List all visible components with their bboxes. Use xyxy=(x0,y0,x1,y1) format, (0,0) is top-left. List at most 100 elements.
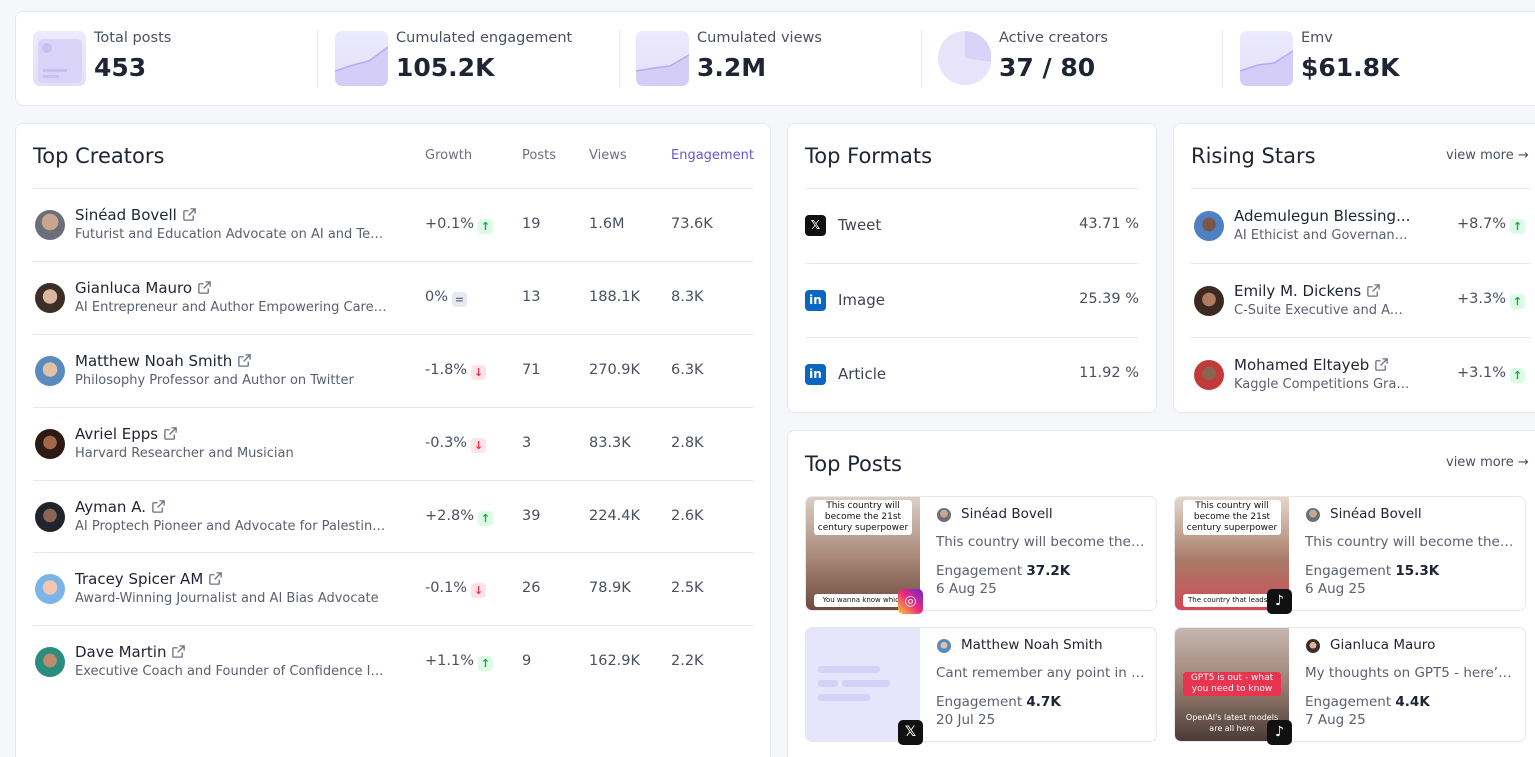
kpi-label: Cumulated views xyxy=(697,30,822,46)
engagement-cell: 6.3K xyxy=(671,362,704,378)
panel-title: Top Posts xyxy=(805,452,902,476)
post-author: Gianluca Mauro xyxy=(1330,637,1436,653)
post-card[interactable]: GPT5 is out - what you need to know Open… xyxy=(1174,627,1526,745)
post-card[interactable]: This country will become the 21st centur… xyxy=(1174,496,1526,614)
growth-value: +3.1% xyxy=(1457,365,1506,381)
table-row[interactable]: Gianluca Mauro AI Entrepreneur and Autho… xyxy=(33,261,753,334)
external-link-icon[interactable] xyxy=(1374,357,1389,372)
growth-cell: 0% = xyxy=(425,289,468,307)
arrow-up-icon: ↑ xyxy=(478,656,493,671)
table-row[interactable]: Matthew Noah Smith Philosophy Professor … xyxy=(33,334,753,407)
table-row[interactable]: Sinéad Bovell Futurist and Education Adv… xyxy=(33,188,753,261)
creator-name-text: Gianluca Mauro xyxy=(75,279,193,297)
external-link-icon[interactable] xyxy=(237,353,252,368)
engagement-cell: 2.6K xyxy=(671,508,704,524)
column-header-posts[interactable]: Posts xyxy=(522,148,556,163)
creator-name[interactable]: Ademulegun Blessing... xyxy=(1234,207,1411,225)
engagement-value: 15.3K xyxy=(1395,563,1440,579)
creator-name[interactable]: Emily M. Dickens xyxy=(1234,282,1381,300)
creator-description: AI Ethicist and Governance Advocate xyxy=(1234,228,1410,243)
avatar xyxy=(1306,639,1320,653)
table-row[interactable]: Ayman A. AI Proptech Pioneer and Advocat… xyxy=(33,480,753,553)
area-chart-icon xyxy=(636,31,689,86)
post-date: 7 Aug 25 xyxy=(1305,712,1366,728)
creator-description: Philosophy Professor and Author on Twitt… xyxy=(75,373,354,388)
list-item[interactable]: Emily M. Dickens C-Suite Executive and A… xyxy=(1191,263,1531,337)
equal-icon: = xyxy=(452,292,468,307)
format-row[interactable]: in Article 11.92 % xyxy=(805,337,1139,412)
table-row[interactable]: Avriel Epps Harvard Researcher and Music… xyxy=(33,407,753,480)
linkedin-icon: in xyxy=(805,290,826,311)
list-item[interactable]: Ademulegun Blessing... AI Ethicist and G… xyxy=(1191,188,1531,262)
creator-description: AI Entrepreneur and Author Empowering Ca… xyxy=(75,300,387,315)
arrow-up-icon: ↑ xyxy=(478,219,493,234)
growth-value: +0.1% xyxy=(425,216,474,232)
posts-icon xyxy=(33,31,86,86)
arrow-down-icon: ↓ xyxy=(471,438,487,453)
engagement-value: 37.2K xyxy=(1026,563,1071,579)
creator-description: C-Suite Executive and Advocate xyxy=(1234,303,1410,318)
creator-name[interactable]: Ayman A. xyxy=(75,498,166,516)
external-link-icon[interactable] xyxy=(197,280,212,295)
thumbnail-caption: You wanna know which xyxy=(814,594,912,607)
arrow-up-icon: ↑ xyxy=(1510,368,1525,383)
format-label: Tweet xyxy=(838,216,882,234)
growth-cell: +2.8% ↑ xyxy=(425,508,493,526)
engagement-label: Engagement xyxy=(936,694,1023,710)
creator-name[interactable]: Dave Martin xyxy=(75,643,186,661)
creator-description: Award-Winning Journalist and AI Bias Adv… xyxy=(75,591,379,606)
external-link-icon[interactable] xyxy=(208,571,223,586)
kpi-label: Total posts xyxy=(94,30,172,46)
growth-value: +8.7% xyxy=(1457,216,1506,232)
views-cell: 78.9K xyxy=(589,580,631,596)
creator-name[interactable]: Gianluca Mauro xyxy=(75,279,212,297)
growth-value: -1.8% xyxy=(425,362,468,378)
avatar xyxy=(35,210,65,240)
post-excerpt: Cant remember any point in my life xyxy=(936,665,1148,681)
divider xyxy=(619,30,620,88)
arrow-up-icon: ↑ xyxy=(1510,294,1525,309)
views-cell: 224.4K xyxy=(589,508,641,524)
panel-title: Rising Stars xyxy=(1191,144,1316,168)
creator-name[interactable]: Tracey Spicer AM xyxy=(75,570,223,588)
list-item[interactable]: Mohamed Eltayeb Kaggle Competitions Gran… xyxy=(1191,337,1531,411)
creator-name[interactable]: Avriel Epps xyxy=(75,425,178,443)
external-link-icon[interactable] xyxy=(171,644,186,659)
table-row[interactable]: Tracey Spicer AM Award-Winning Journalis… xyxy=(33,552,753,625)
external-link-icon[interactable] xyxy=(182,207,197,222)
format-row[interactable]: in Image 25.39 % xyxy=(805,263,1139,338)
creator-name[interactable]: Mohamed Eltayeb xyxy=(1234,356,1389,374)
column-header-growth[interactable]: Growth xyxy=(425,148,473,163)
avatar xyxy=(35,283,65,313)
area-chart-icon xyxy=(335,31,388,86)
column-header-engagement[interactable]: Engagement xyxy=(671,148,754,163)
external-link-icon[interactable] xyxy=(163,426,178,441)
kpi-value: 37 / 80 xyxy=(999,53,1096,82)
divider xyxy=(921,30,922,88)
view-more-link[interactable]: view more → xyxy=(1446,455,1529,470)
arrow-up-icon: ↑ xyxy=(478,511,493,526)
external-link-icon[interactable] xyxy=(151,499,166,514)
table-row[interactable]: Dave Martin Executive Coach and Founder … xyxy=(33,625,753,698)
growth-cell: +3.1% ↑ xyxy=(1457,365,1525,383)
post-date: 20 Jul 25 xyxy=(936,712,996,728)
creator-description: Futurist and Education Advocate on AI an… xyxy=(75,227,387,242)
growth-value: +3.3% xyxy=(1457,291,1506,307)
thumbnail-caption: This country will become the 21st centur… xyxy=(1183,500,1281,535)
panel-title: Top Creators xyxy=(33,144,165,168)
column-header-views[interactable]: Views xyxy=(589,148,627,163)
posts-cell: 26 xyxy=(522,580,541,596)
creator-name-text: Matthew Noah Smith xyxy=(75,352,233,370)
creator-name[interactable]: Matthew Noah Smith xyxy=(75,352,252,370)
creator-description: Executive Coach and Founder of Confidenc… xyxy=(75,664,387,679)
format-row[interactable]: 𝕏 Tweet 43.71 % xyxy=(805,188,1139,263)
post-card[interactable]: 𝕏 Matthew Noah Smith Cant remember any p… xyxy=(805,627,1157,745)
view-more-link[interactable]: view more → xyxy=(1446,148,1529,163)
growth-value: +2.8% xyxy=(425,508,474,524)
creator-name-text: Avriel Epps xyxy=(75,425,159,443)
growth-cell: +3.3% ↑ xyxy=(1457,291,1525,309)
post-card[interactable]: This country will become the 21st centur… xyxy=(805,496,1157,614)
external-link-icon[interactable] xyxy=(1366,283,1381,298)
engagement-label: Engagement xyxy=(1305,694,1392,710)
creator-name[interactable]: Sinéad Bovell xyxy=(75,206,197,224)
